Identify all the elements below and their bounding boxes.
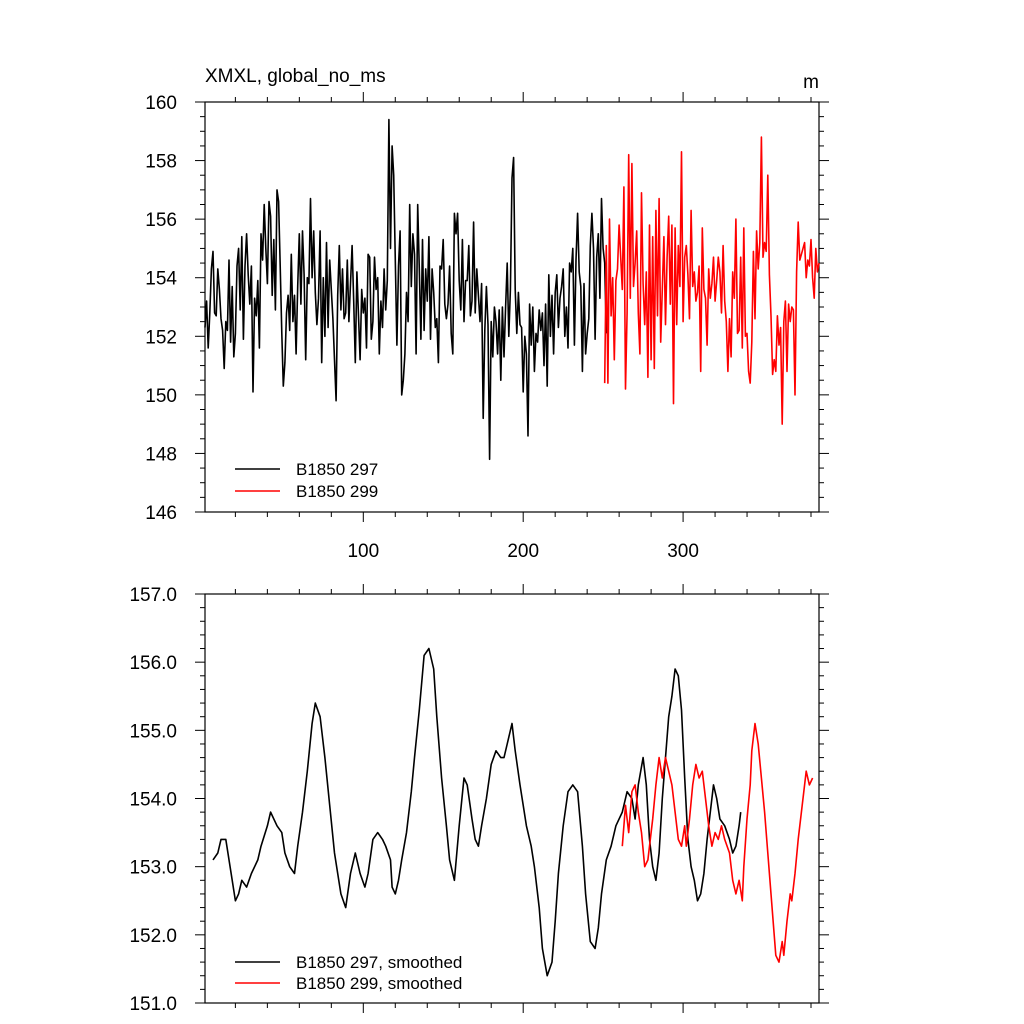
bottom-axis-ticks: 151.0 152.0 153.0 154.0 155.0 156.0 157.0 (129, 584, 829, 1015)
bottom-plot-frame (204, 593, 820, 1004)
bottom-legend: B1850 297, smoothed B1850 299, smoothed (235, 953, 462, 993)
bottom-series-line-299 (621, 722, 814, 963)
top-xtick-label: 300 (667, 541, 699, 562)
bottom-series-line-297 (212, 647, 742, 977)
top-ytick-label: 160 (145, 93, 177, 114)
top-ytick-label: 148 (145, 444, 177, 465)
top-ytick-label: 152 (145, 327, 177, 348)
bottom-panel: 151.0 152.0 153.0 154.0 155.0 156.0 157.0 B185… (129, 584, 829, 1015)
top-panel: XMXL, global_no_ms m 1461481501521541561… (145, 66, 829, 562)
bottom-legend-label-299: B1850 299, smoothed (296, 974, 462, 993)
bottom-ytick-label: 153.0 (129, 858, 177, 879)
top-ytick-label: 150 (145, 386, 177, 407)
bottom-ytick-label: 152.0 (129, 926, 177, 947)
top-units-label: m (803, 72, 819, 93)
top-xtick-label: 200 (507, 541, 539, 562)
bottom-ytick-label: 155.0 (129, 721, 177, 742)
bottom-ytick-label: 154.0 (129, 790, 177, 811)
top-series-group (204, 118, 820, 461)
top-xtick-label: 100 (347, 541, 379, 562)
top-ytick-label: 154 (145, 269, 177, 290)
top-series-line-299 (603, 136, 820, 425)
top-legend-label-297: B1850 297 (296, 460, 378, 479)
top-ytick-label: 156 (145, 210, 177, 231)
bottom-series-group (212, 647, 814, 977)
top-ytick-label: 158 (145, 152, 177, 173)
bottom-ytick-label: 151.0 (129, 994, 177, 1015)
top-ytick-label: 146 (145, 503, 177, 524)
top-legend: B1850 297 B1850 299 (235, 460, 378, 501)
top-axis-ticks: 146 148 150 152 154 156 158 160 100 200 300 (145, 92, 829, 562)
bottom-ytick-label: 156.0 (129, 653, 177, 674)
bottom-ytick-label: 157.0 (129, 585, 177, 606)
top-series-line-297 (204, 118, 608, 461)
bottom-legend-label-297: B1850 297, smoothed (296, 953, 462, 972)
top-legend-label-299: B1850 299 (296, 482, 378, 501)
top-chart-title: XMXL, global_no_ms (205, 66, 386, 87)
